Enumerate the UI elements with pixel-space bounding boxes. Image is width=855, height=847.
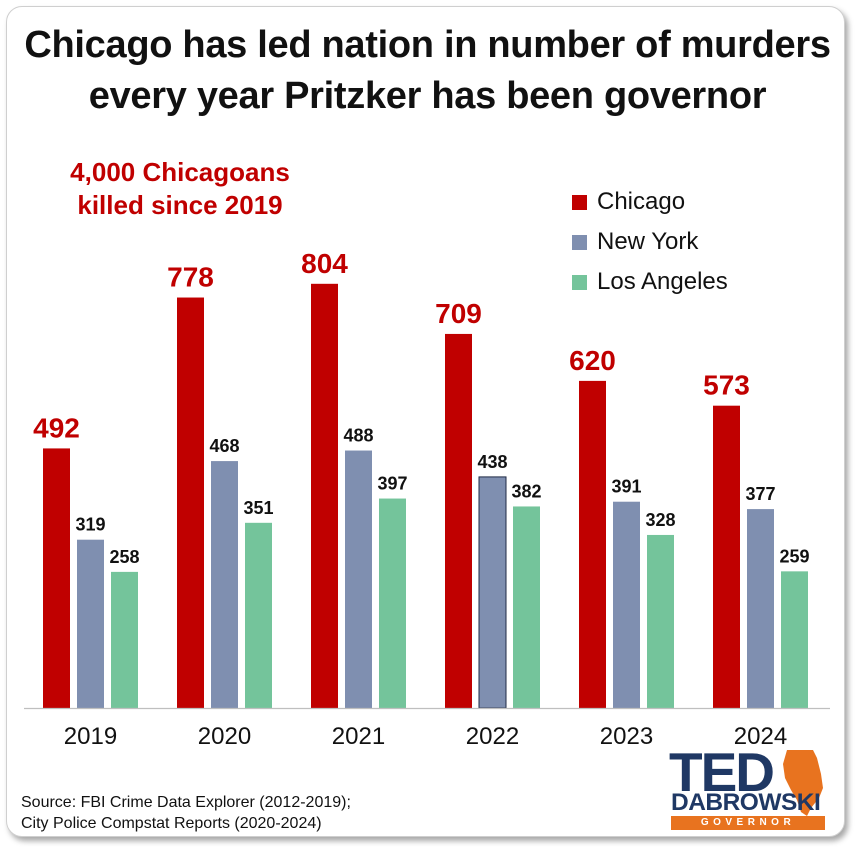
bar-new-york-2022 <box>478 476 507 709</box>
bar-new-york-2019 <box>77 539 104 708</box>
bar-new-york-2024 <box>747 509 774 708</box>
title-line-1: Chicago has led nation in number of murd… <box>24 24 831 66</box>
source-line-1: Source: FBI Crime Data Explorer (2012-20… <box>21 794 351 811</box>
subtitle-line-1: 4,000 Chicagoans <box>70 157 290 187</box>
bar-new-york-2023 <box>613 501 640 708</box>
bar-los-angeles-2020 <box>245 522 272 708</box>
bar-los-angeles-2023 <box>647 534 674 708</box>
data-label-chicago-2020: 778 <box>167 262 214 293</box>
x-tick-label-2022: 2022 <box>466 723 519 750</box>
bar-los-angeles-2021 <box>379 498 406 708</box>
bar-los-angeles-2022 <box>513 506 540 708</box>
campaign-logo: TED DABROWSKI GOVERNOR <box>669 742 831 832</box>
legend-swatch-chicago <box>572 195 587 210</box>
legend-label-chicago: Chicago <box>597 188 685 215</box>
bar-chicago-2021 <box>311 283 338 708</box>
bar-chicago-2019 <box>43 448 70 708</box>
x-tick-label-2021: 2021 <box>332 723 385 750</box>
illinois-state-icon <box>783 750 823 816</box>
bar-chicago-2022 <box>445 333 472 708</box>
data-label-chicago-2024: 573 <box>703 370 750 401</box>
bar-los-angeles-2024 <box>781 571 808 708</box>
legend-label-new-york: New York <box>597 228 699 255</box>
x-tick-label-2019: 2019 <box>64 723 117 750</box>
data-label-los-angeles-2021: 397 <box>377 474 407 494</box>
data-label-new-york-2021: 488 <box>343 426 373 446</box>
logo-ted-text: TED <box>669 741 775 803</box>
bar-new-york-2020 <box>211 461 238 708</box>
chart-card <box>6 6 845 837</box>
chart-title: Chicago has led nation in number of murd… <box>0 20 855 122</box>
subtitle-line-2: killed since 2019 <box>77 190 283 220</box>
bar-chicago-2024 <box>713 405 740 708</box>
data-label-chicago-2019: 492 <box>33 412 80 443</box>
data-label-los-angeles-2022: 382 <box>511 481 541 501</box>
data-label-chicago-2021: 804 <box>301 248 348 279</box>
data-label-chicago-2022: 709 <box>435 298 482 329</box>
data-label-new-york-2019: 319 <box>75 515 105 535</box>
data-label-los-angeles-2019: 258 <box>109 547 139 567</box>
data-label-new-york-2023: 391 <box>611 477 641 497</box>
data-label-new-york-2022: 438 <box>477 452 507 472</box>
title-line-2: every year Pritzker has been governor <box>88 75 767 117</box>
data-label-los-angeles-2023: 328 <box>645 510 675 530</box>
data-label-los-angeles-2024: 259 <box>779 546 809 566</box>
data-label-chicago-2023: 620 <box>569 345 616 376</box>
data-label-los-angeles-2020: 351 <box>243 498 273 518</box>
source-line-2: City Police Compstat Reports (2020-2024) <box>21 815 322 832</box>
bar-chicago-2023 <box>579 380 606 708</box>
legend-swatch-new-york <box>572 235 587 250</box>
chart-subtitle: 4,000 Chicagoans killed since 2019 <box>20 156 340 222</box>
bar-los-angeles-2019 <box>111 571 138 708</box>
legend-label-los-angeles: Los Angeles <box>597 268 728 295</box>
logo-governor-banner: GOVERNOR <box>671 816 825 830</box>
x-tick-label-2020: 2020 <box>198 723 251 750</box>
source-note: Source: FBI Crime Data Explorer (2012-20… <box>21 792 351 834</box>
bar-new-york-2021 <box>345 450 372 708</box>
legend-swatch-los-angeles <box>572 275 587 290</box>
x-tick-label-2024: 2024 <box>734 723 787 750</box>
data-label-new-york-2024: 377 <box>745 484 775 504</box>
logo-dabrowski-text: DABROWSKI <box>671 789 821 816</box>
x-tick-label-2023: 2023 <box>600 723 653 750</box>
bar-chicago-2020 <box>177 297 204 708</box>
data-label-new-york-2020: 468 <box>209 436 239 456</box>
